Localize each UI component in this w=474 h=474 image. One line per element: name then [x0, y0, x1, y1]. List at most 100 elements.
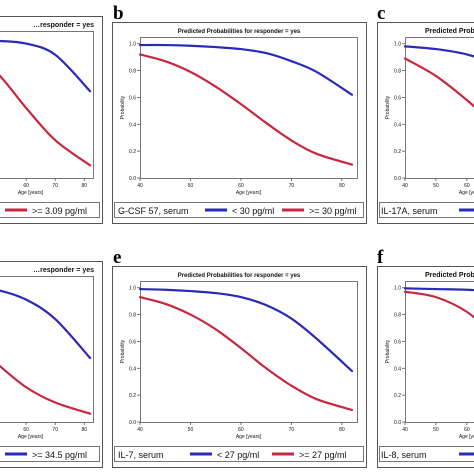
y-tick-label: 0.0	[394, 420, 401, 426]
y-tick-label: 1.0	[129, 42, 136, 48]
y-tick-label: 0.2	[394, 393, 401, 399]
legend-entry: < 30 pg/ml	[232, 206, 274, 216]
x-axis-label: Age [years]	[18, 190, 44, 196]
x-tick-label: 40	[402, 427, 408, 433]
panel-frame	[0, 261, 103, 468]
y-tick-label: 0.0	[129, 176, 136, 182]
y-tick-label: 0.6	[129, 339, 136, 345]
legend-entry: >= 3.09 pg/ml	[32, 206, 87, 216]
x-axis-label: Age [years]	[459, 190, 474, 196]
y-tick-label: 0.2	[129, 149, 136, 155]
x-tick-label: 70	[52, 427, 58, 433]
legend-title: G-CSF 57, serum	[118, 206, 189, 216]
chart-panel-a: …responder = yes0.00.20.40.60.81.0405060…	[0, 16, 103, 224]
panel-letter: e	[113, 247, 121, 268]
series-line-1	[403, 287, 474, 292]
chart-title: Predicted Probabilities…	[425, 28, 474, 35]
series-line-1	[138, 287, 354, 373]
y-axis-label: Probability	[120, 95, 126, 119]
x-axis-label: Age [years]	[236, 190, 262, 196]
legend-title: IL-8, serum	[381, 450, 427, 460]
series-line-1	[0, 364, 92, 415]
chart-title: Predicted Probabilities…	[425, 272, 474, 279]
chart-panel-c: Predicted Probabilities… 0.0 0.2 0.4 0.6 0.8 1…	[377, 3, 474, 224]
y-axis-label: Probability	[385, 339, 391, 363]
x-tick-label: 60	[464, 427, 470, 433]
y-tick-label: 1.0	[394, 42, 401, 48]
series-line-1	[138, 43, 354, 96]
plot-area	[140, 281, 358, 423]
x-tick-label: 60	[464, 183, 470, 189]
y-tick-label: 0.8	[129, 313, 136, 319]
x-tick-label: 60	[238, 183, 244, 189]
chart-panel-b: Predicted Probabilities for responder = …	[112, 3, 367, 224]
y-tick-label: 0.6	[394, 95, 401, 101]
legend-entry: < 27 pg/ml	[217, 450, 259, 460]
x-tick-label: 60	[238, 427, 244, 433]
x-tick-label: 40	[137, 183, 143, 189]
y-tick-label: 1.0	[129, 286, 136, 292]
series-line-1	[403, 45, 474, 58]
legend-entry: >= 34.5 pg/ml	[32, 450, 87, 460]
y-axis-label: Probability	[120, 339, 126, 363]
legend-box	[379, 202, 474, 218]
x-tick-label: 60	[23, 183, 29, 189]
x-axis-label: Age [years]	[18, 434, 44, 440]
legend-box	[0, 446, 100, 462]
x-tick-label: 70	[289, 183, 295, 189]
series-line-2	[138, 296, 354, 412]
panel-letter: b	[113, 3, 124, 24]
plot-area	[405, 281, 474, 423]
chart-title: Predicted Probabilities for responder = …	[178, 273, 301, 279]
series-line-2	[403, 57, 474, 108]
legend-box	[114, 202, 364, 218]
y-tick-label: 0.4	[129, 366, 136, 372]
x-axis-label: Age [years]	[459, 434, 474, 440]
legend-entry: >= 30 pg/ml	[309, 206, 357, 216]
x-tick-label: 80	[339, 427, 345, 433]
chart-panel-f: Predicted Probabilities… 0.0 0.2 0.4 0.6 0.8 1…	[377, 247, 474, 468]
y-tick-label: 0.4	[129, 122, 136, 128]
plot-area	[0, 31, 94, 179]
y-tick-label: 0.4	[394, 122, 401, 128]
legend-box	[114, 446, 364, 462]
y-tick-label: 0.8	[394, 69, 401, 75]
y-tick-label: 0.0	[394, 176, 401, 182]
panel-frame	[377, 22, 474, 224]
chart-panel-e: Predicted Probabilities for responder = …	[112, 247, 367, 468]
y-tick-label: 0.6	[129, 95, 136, 101]
x-tick-label: 50	[188, 183, 194, 189]
series-line-1	[0, 39, 92, 93]
legend-title: IL-7, serum	[118, 450, 164, 460]
y-tick-label: 1.0	[394, 286, 401, 292]
x-tick-label: 40	[137, 427, 143, 433]
x-tick-label: 50	[188, 427, 194, 433]
chart-panel-d: …responder = yes0.00.20.40.60.81.0405060…	[0, 261, 103, 468]
panel-letter: f	[377, 247, 384, 268]
y-tick-label: 0.8	[129, 69, 136, 75]
plot-area	[0, 276, 94, 423]
y-tick-label: 0.0	[129, 420, 136, 426]
legend-box	[0, 202, 100, 218]
panel-frame	[112, 22, 367, 224]
chart-title: Predicted Probabilities for responder = …	[178, 29, 301, 35]
x-tick-label: 60	[23, 427, 29, 433]
panel-frame	[0, 16, 103, 224]
plot-area	[140, 37, 358, 179]
y-tick-label: 0.2	[129, 393, 136, 399]
x-tick-label: 50	[433, 427, 439, 433]
panel-frame	[377, 266, 474, 468]
legend-title: IL-17A, serum	[381, 206, 438, 216]
series-line-2	[403, 290, 474, 319]
series-line-2	[0, 74, 92, 167]
panel-letter: c	[377, 3, 385, 24]
x-tick-label: 70	[52, 183, 58, 189]
series-line-2	[138, 53, 354, 166]
x-tick-label: 80	[81, 183, 87, 189]
series-line-2	[0, 289, 92, 360]
x-tick-label: 80	[339, 183, 345, 189]
x-tick-label: 70	[289, 427, 295, 433]
y-tick-label: 0.4	[394, 366, 401, 372]
y-axis-label: Probability	[385, 95, 391, 119]
